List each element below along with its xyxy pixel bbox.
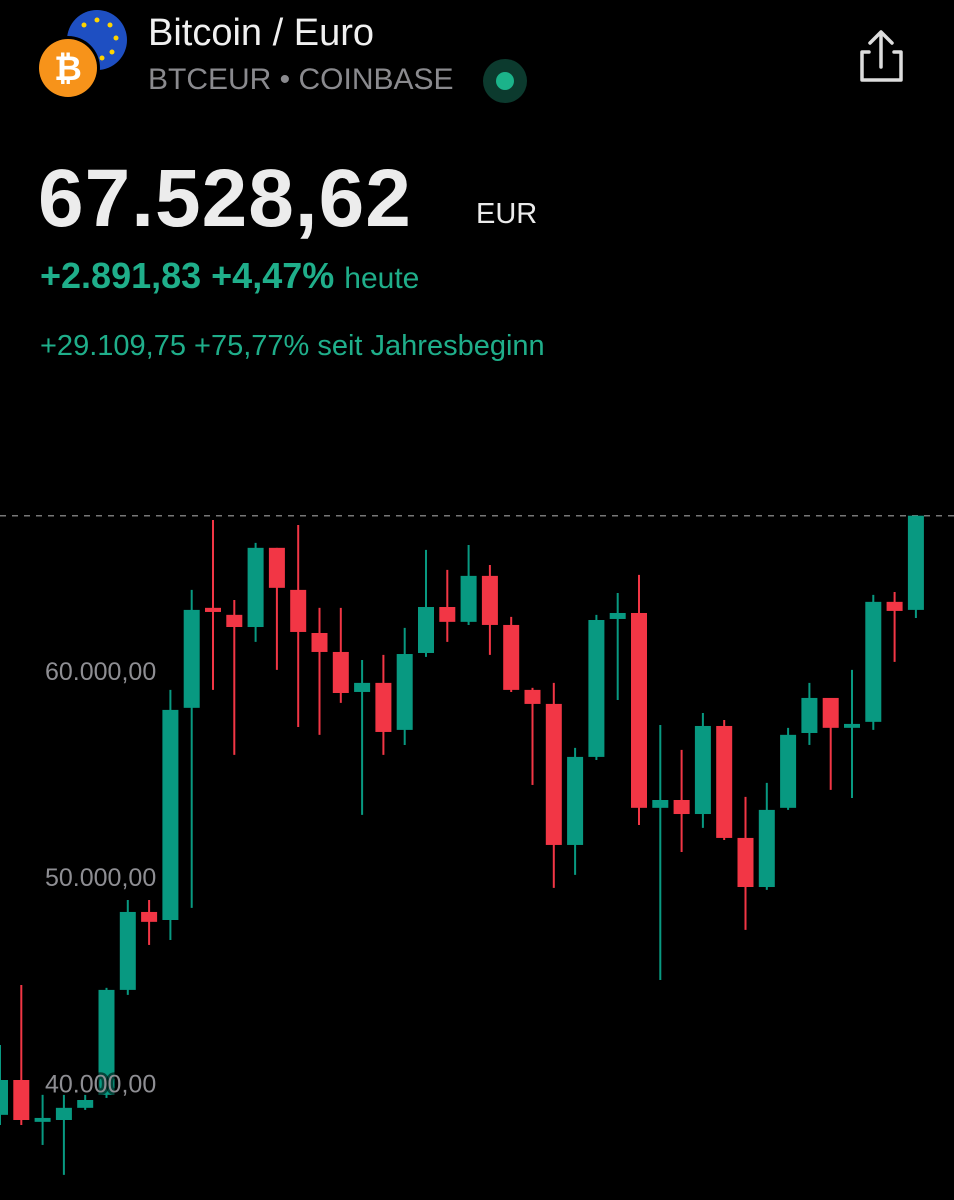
change-today-value: +2.891,83 +4,47%: [40, 255, 335, 296]
candle-body: [418, 607, 434, 653]
candle-body: [162, 709, 179, 920]
candle-body: [567, 756, 584, 845]
candle-body: [311, 632, 328, 652]
candle-body: [226, 614, 243, 628]
candle-body: [13, 1080, 30, 1120]
candle-body: [673, 800, 690, 815]
candle-body: [141, 911, 158, 922]
candle-body: [98, 989, 115, 1095]
y-tick-label: 50.000,00: [45, 864, 156, 892]
price: 67.528,62: [38, 153, 412, 244]
candle-body: [716, 725, 733, 838]
candle-body: [0, 1080, 8, 1115]
candle-body: [34, 1117, 51, 1122]
candle-body: [439, 607, 456, 622]
candle-body: [247, 547, 264, 628]
candle-body: [290, 589, 307, 632]
y-tick-label: 60.000,00: [45, 658, 156, 686]
candle-body: [55, 1107, 72, 1120]
y-tick-label: 40.000,00: [45, 1070, 156, 1098]
change-today: +2.891,83 +4,47% heute: [40, 255, 419, 297]
change-ytd: +29.109,75 +75,77% seit Jahresbeginn: [40, 330, 545, 362]
candle-body: [503, 624, 520, 690]
currency: EUR: [476, 198, 538, 230]
candle-body: [844, 723, 860, 728]
candle-body: [886, 601, 903, 611]
candle-body: [268, 547, 285, 588]
candle-body: [77, 1100, 94, 1108]
candle-body: [332, 651, 349, 693]
chart: 40.000,00 50.000,00 60.000,00: [0, 514, 954, 1175]
candle-body: [822, 697, 839, 728]
header-icons: ₿: [36, 10, 903, 103]
candle-body: [588, 620, 605, 757]
candle-body: [460, 575, 477, 622]
today-label: heute: [344, 262, 420, 295]
status-dot: [496, 72, 514, 90]
candle-body: [354, 682, 371, 692]
symbol-line: BTCEUR • COINBASE: [148, 63, 454, 96]
candle-body: [481, 575, 498, 625]
candle-body: [865, 601, 882, 722]
bitcoin-icon: [39, 39, 97, 97]
candle-body: [375, 682, 392, 732]
candle-body: [780, 734, 797, 808]
candle-body: [183, 609, 200, 708]
candle-body: [524, 689, 541, 704]
candle-body: [907, 515, 924, 610]
candle-body: [758, 809, 775, 888]
candle-body: [205, 607, 221, 612]
candle-body: [396, 654, 413, 730]
share-button[interactable]: [860, 30, 903, 82]
candle-body: [609, 612, 626, 619]
euro-stars: [81, 17, 119, 61]
candle-body: [694, 725, 711, 815]
candle-body: [801, 697, 818, 733]
candle-body: [631, 612, 647, 808]
candle-body: [652, 800, 669, 808]
bitcoin-symbol: ₿: [54, 50, 82, 88]
candle-body: [119, 911, 136, 990]
candle-body: [545, 703, 562, 845]
title: Bitcoin / Euro: [148, 12, 374, 54]
candle-body: [737, 837, 754, 888]
